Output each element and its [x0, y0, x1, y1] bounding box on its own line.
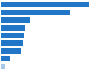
Bar [1, 48, 21, 54]
Bar [1, 56, 10, 61]
Bar [1, 17, 30, 23]
Bar [1, 40, 23, 46]
Bar [1, 33, 24, 38]
Bar [1, 25, 25, 31]
Bar [1, 64, 5, 69]
Bar [1, 2, 89, 7]
Bar [1, 10, 70, 15]
